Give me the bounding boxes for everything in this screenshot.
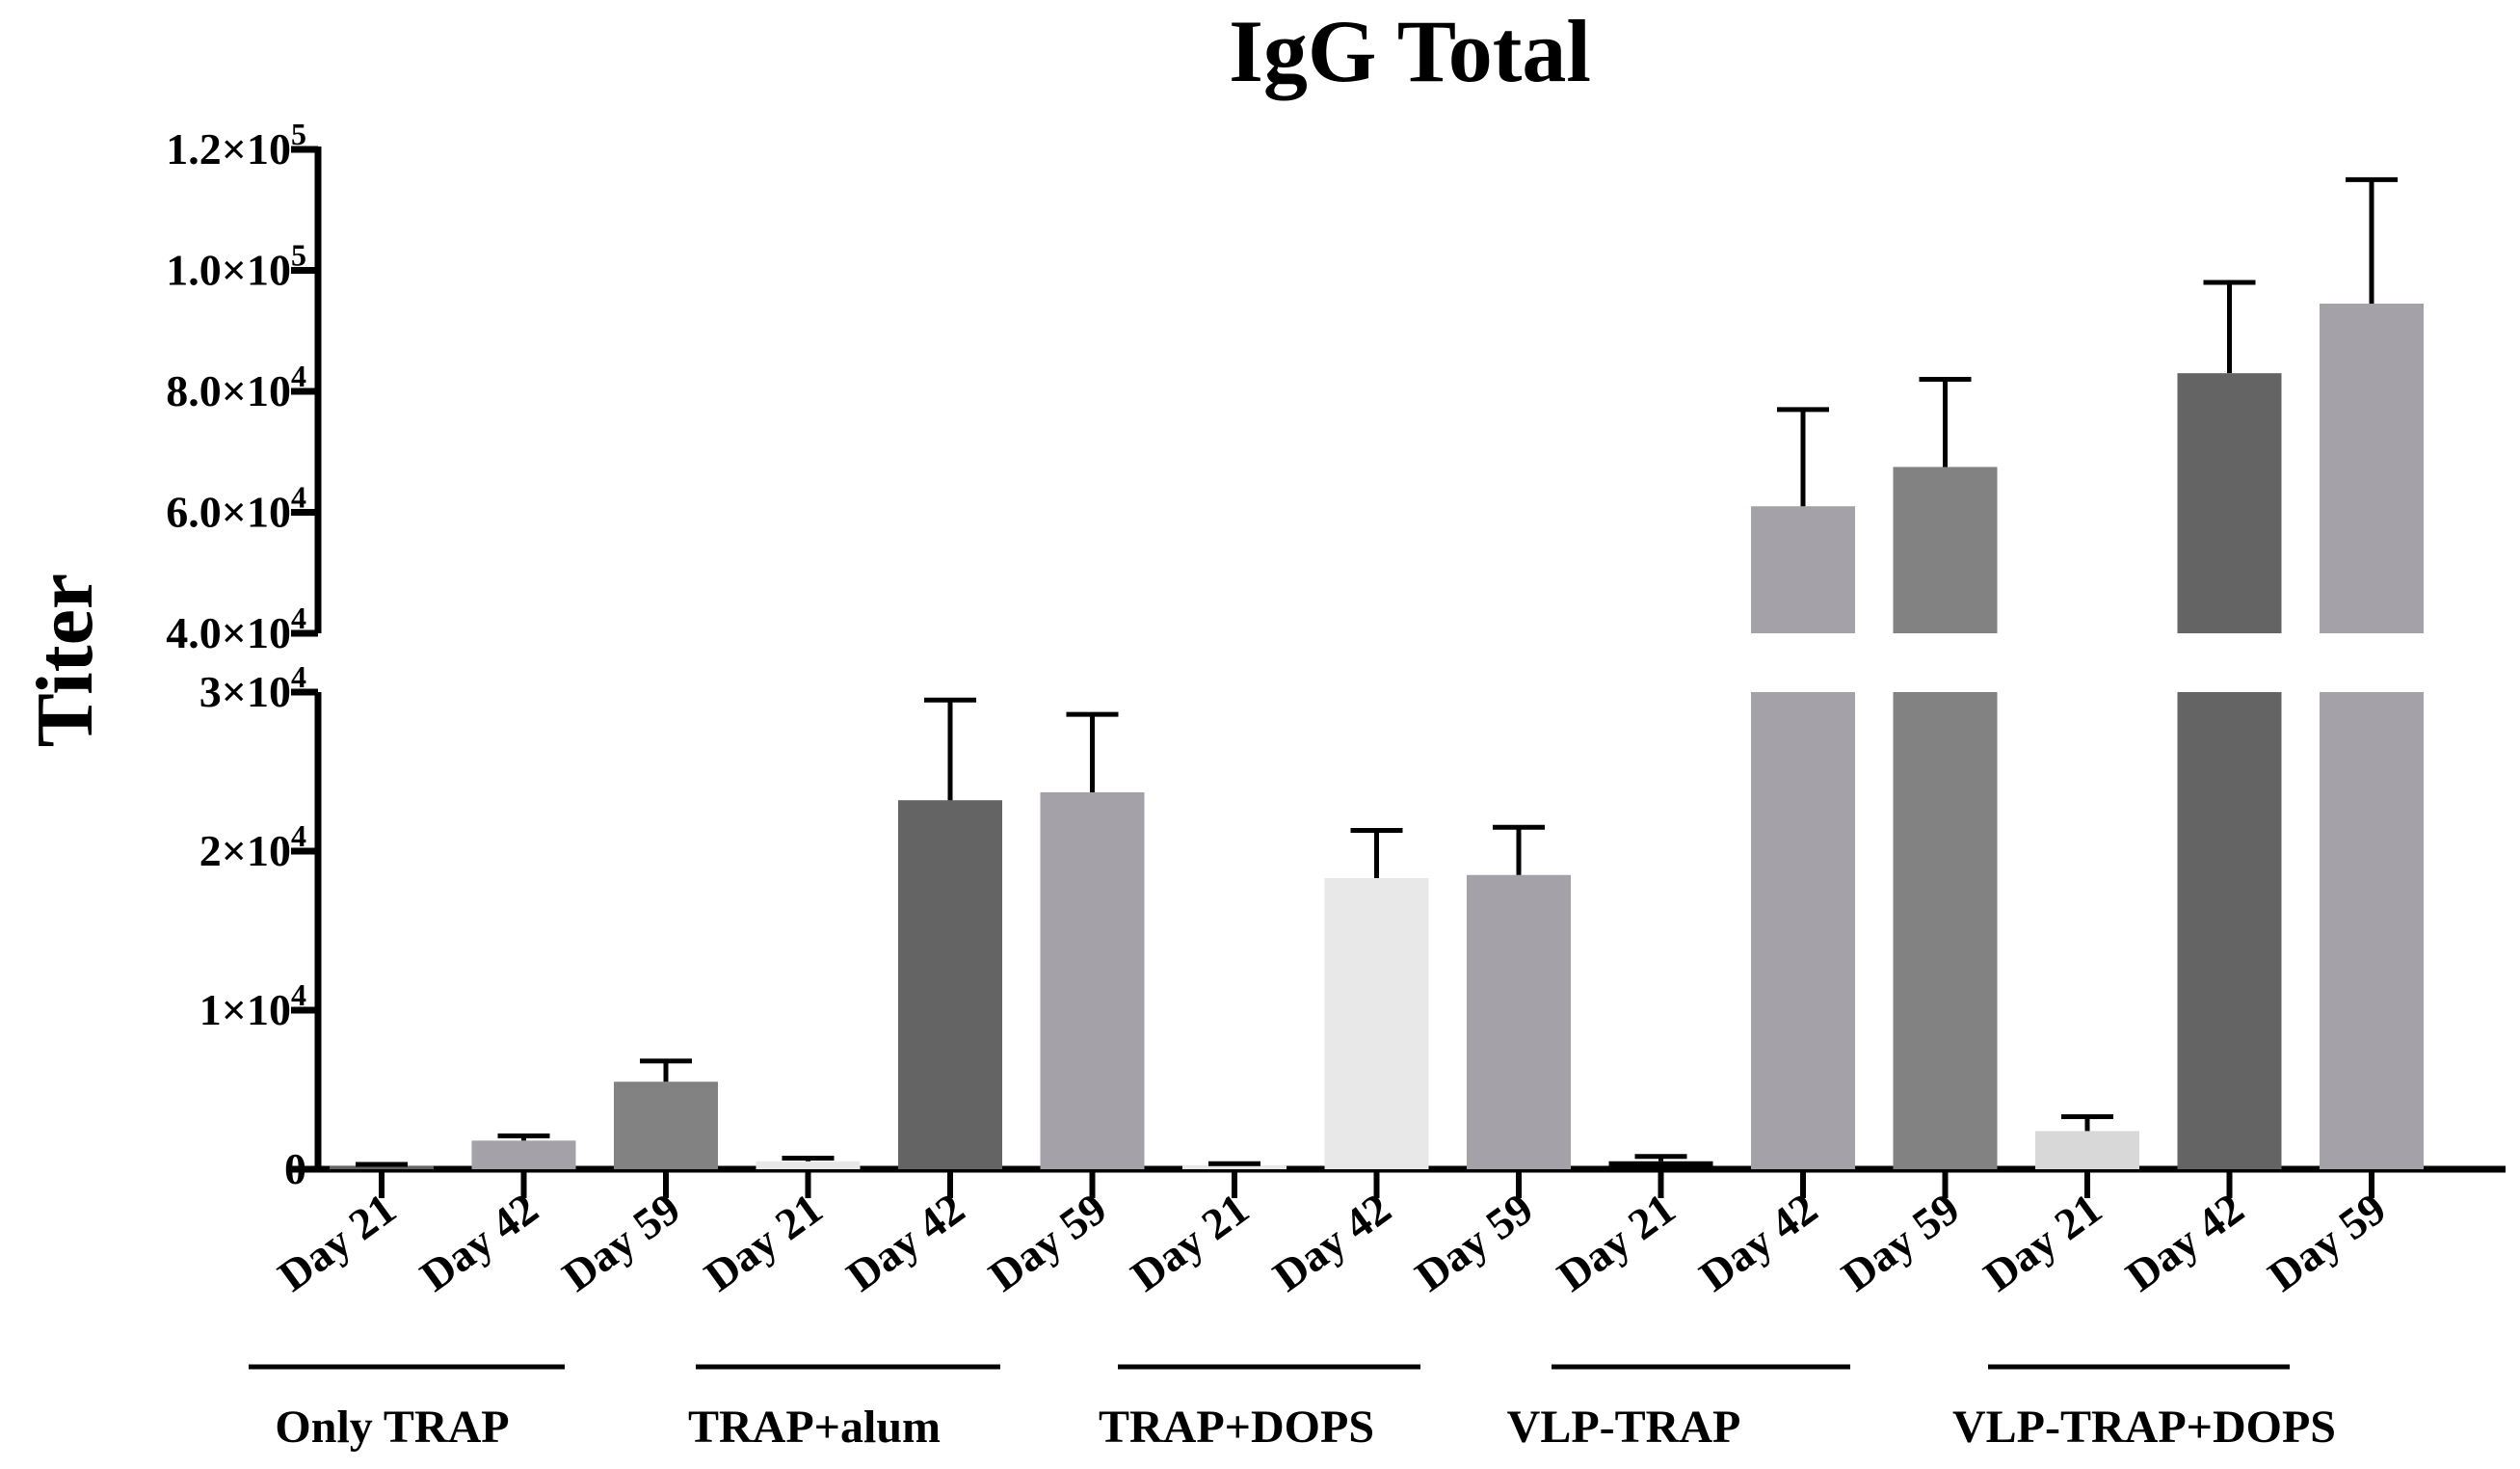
y-tick-label: 1.0×105 — [166, 238, 306, 295]
y-tick-label: 1.2×105 — [166, 117, 306, 174]
x-tick-label: Day 21 — [269, 1184, 405, 1301]
x-tick-label: Day 42 — [1690, 1184, 1826, 1301]
y-tick-label: 4.0×104 — [166, 601, 306, 657]
group-labels: Only TRAP TRAP+alum TRAP+DOPS VLP-TRAP VLP-T… — [249, 1364, 2336, 1453]
bar — [330, 1165, 434, 1169]
x-tick-label: Day 59 — [980, 1184, 1116, 1301]
y-tick-label: 0 — [284, 1144, 306, 1193]
bar — [1467, 874, 1571, 1169]
bar — [1751, 692, 1855, 1169]
bar — [1608, 1161, 1713, 1169]
bar — [1893, 692, 1998, 1169]
x-tick-label: Day 59 — [553, 1184, 689, 1301]
x-tick-label: Day 21 — [696, 1184, 832, 1301]
x-tick-label: Day 42 — [411, 1184, 547, 1301]
bar — [2177, 373, 2282, 633]
bar — [756, 1161, 861, 1169]
x-ticks: Day 21 Day 42 Day 59 Day 21 Day 42 Day 59 Day … — [269, 1169, 2395, 1300]
bar — [2035, 1131, 2139, 1169]
x-tick-label: Day 42 — [1264, 1184, 1400, 1301]
bar — [1893, 467, 1998, 633]
group-label: VLP-TRAP+DOPS — [1952, 1402, 2336, 1453]
y-tick-label: 6.0×104 — [166, 480, 306, 537]
group-label: TRAP+alum — [688, 1402, 941, 1453]
group-label: TRAP+DOPS — [1099, 1402, 1374, 1453]
y-tick-label: 8.0×104 — [166, 359, 306, 415]
x-tick-label: Day 21 — [1549, 1184, 1684, 1301]
bar — [1751, 506, 1855, 633]
x-tick-label: Day 42 — [837, 1184, 973, 1301]
x-tick-label: Day 59 — [2259, 1184, 2395, 1301]
bar — [2177, 692, 2282, 1169]
y-tick-label: 3×104 — [199, 659, 306, 716]
x-tick-label: Day 59 — [1833, 1184, 1969, 1301]
bar — [898, 800, 1002, 1169]
bars — [330, 304, 2424, 1169]
y-tick-label: 2×104 — [199, 818, 306, 875]
bar — [2320, 692, 2424, 1169]
chart-title: IgG Total — [1229, 2, 1591, 100]
bar — [2320, 304, 2424, 633]
bar — [1040, 791, 1145, 1169]
x-tick-label: Day 21 — [1122, 1184, 1258, 1301]
y-tick-label: 1×104 — [199, 977, 306, 1034]
bar — [614, 1082, 718, 1169]
x-tick-label: Day 59 — [1406, 1184, 1542, 1301]
y-axis-label: Titer — [20, 574, 110, 747]
bar — [1324, 878, 1429, 1169]
group-label: Only TRAP — [275, 1402, 509, 1453]
x-tick-label: Day 42 — [2117, 1184, 2253, 1301]
bar — [471, 1140, 576, 1169]
group-label: VLP-TRAP — [1507, 1402, 1741, 1453]
bar — [1182, 1164, 1287, 1169]
error-bars — [356, 176, 2398, 1167]
x-tick-label: Day 21 — [1975, 1184, 2110, 1301]
